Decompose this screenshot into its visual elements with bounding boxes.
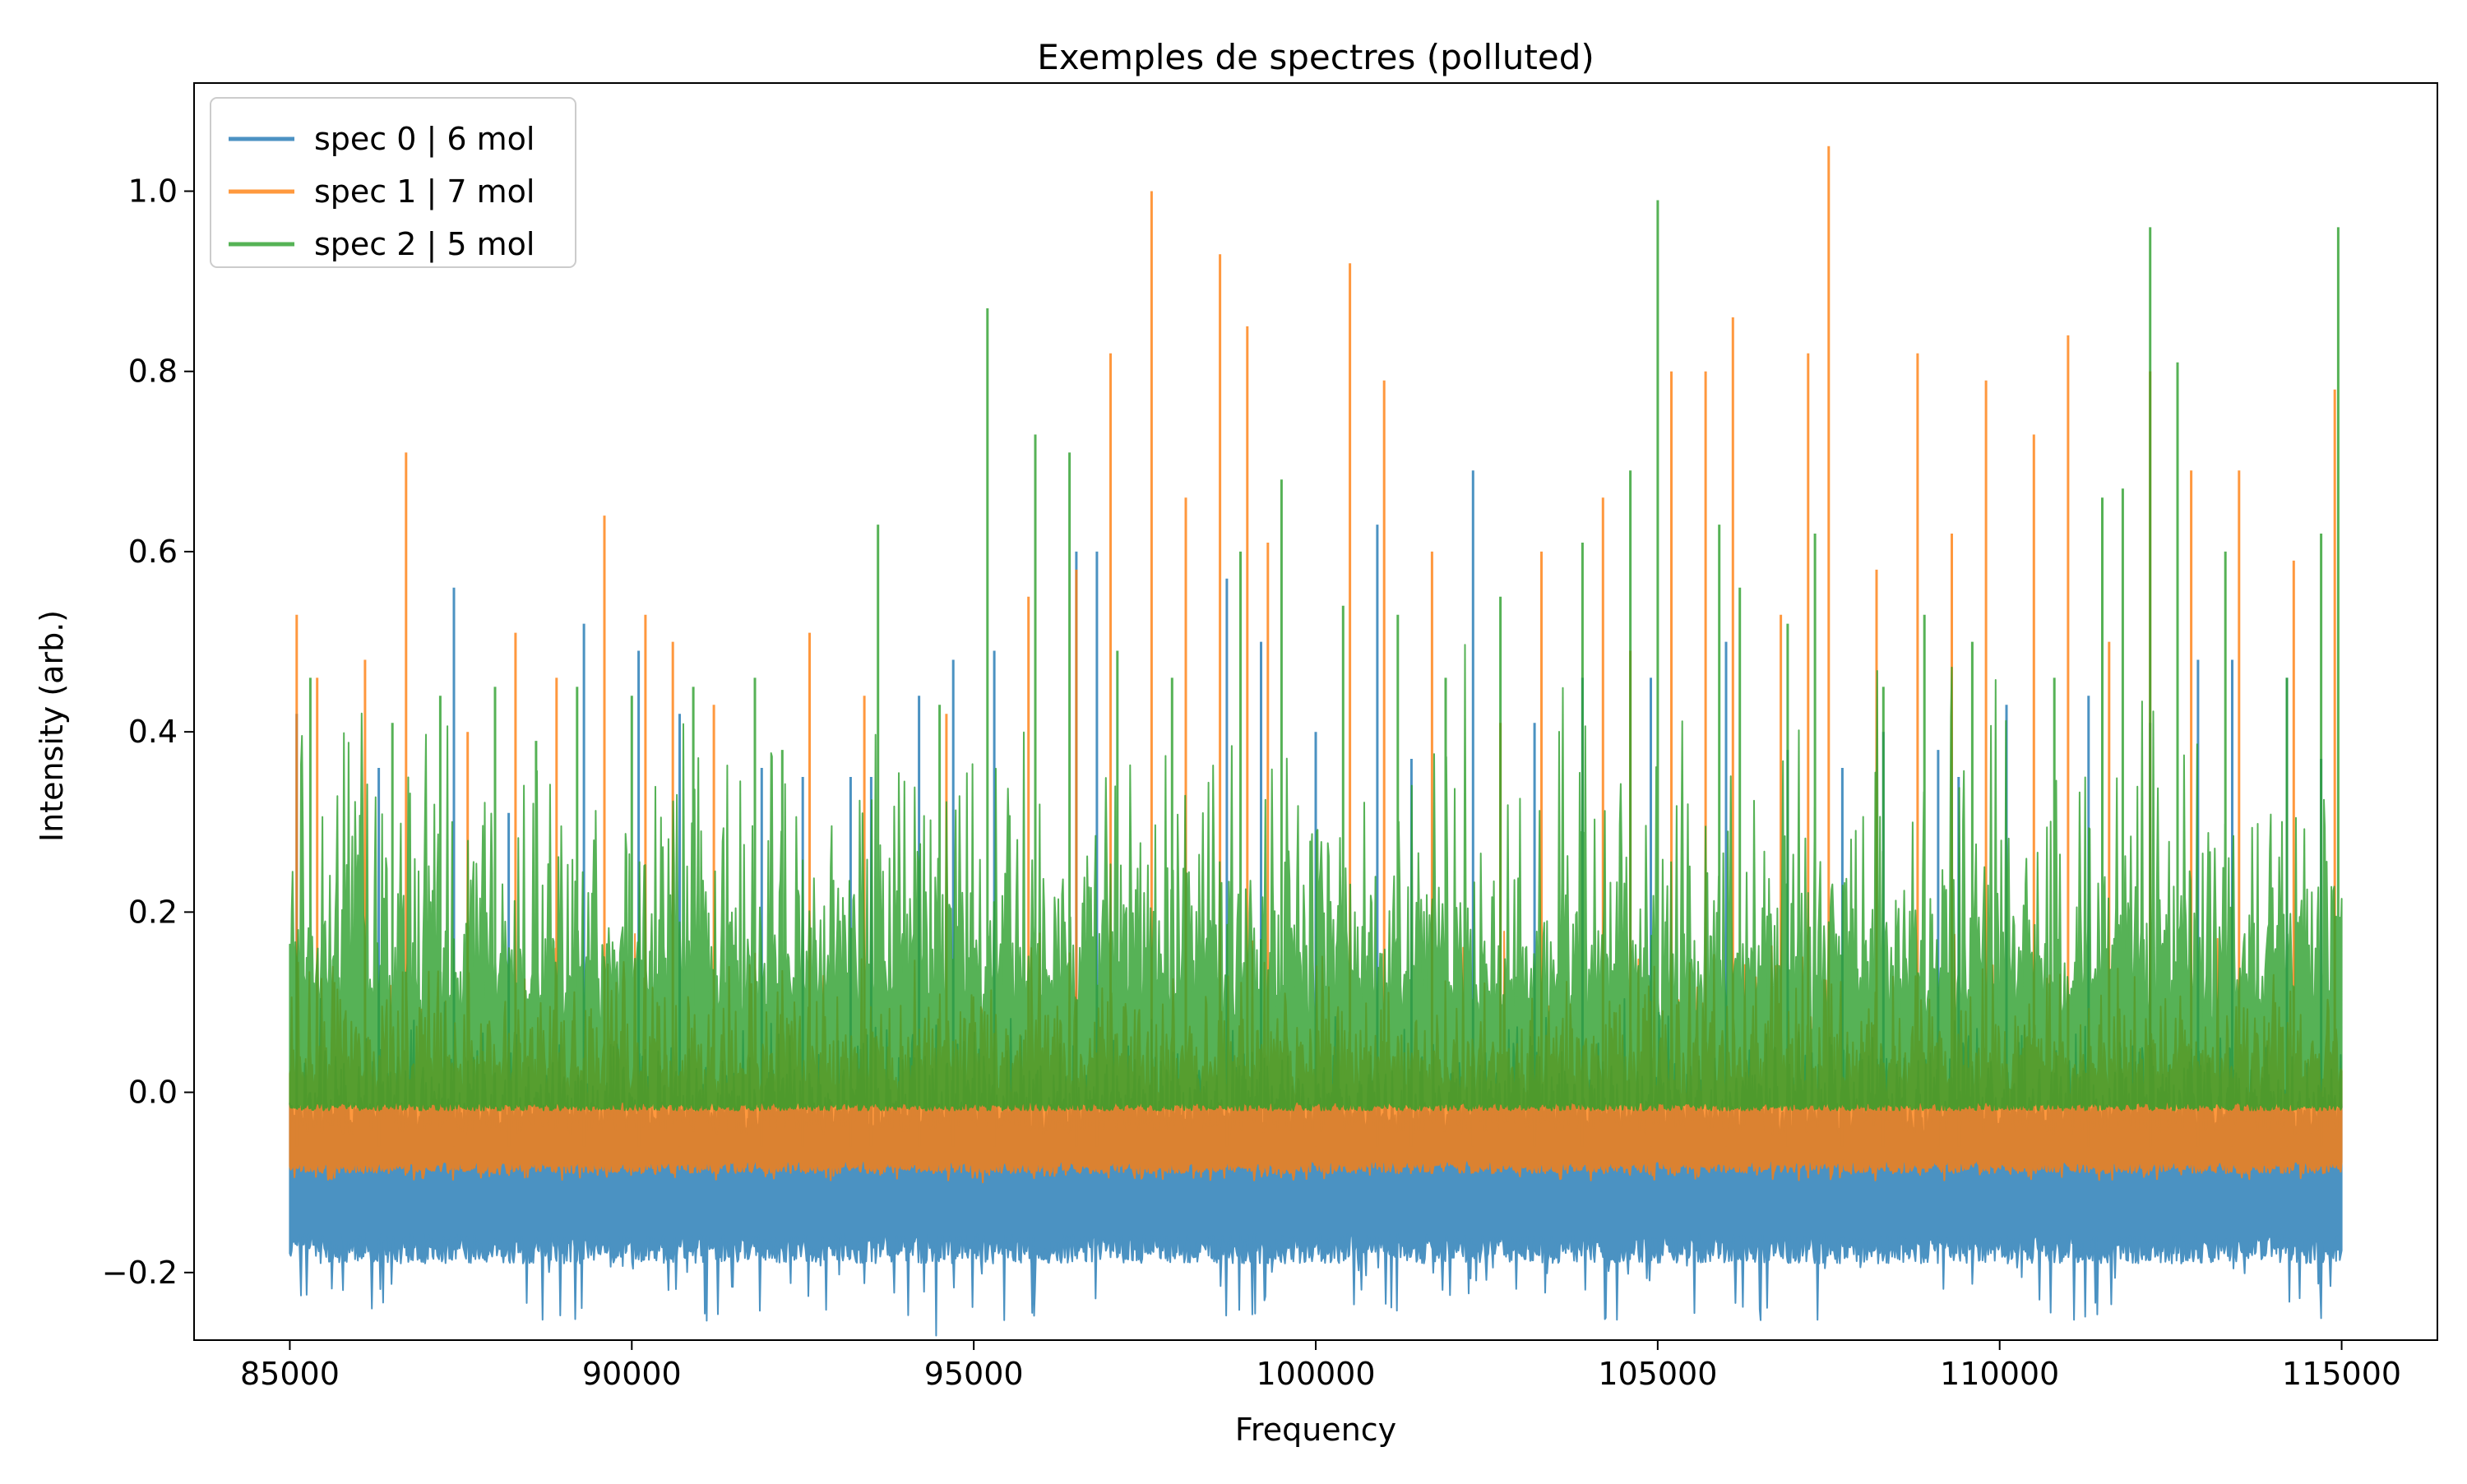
series-2-noise-band <box>289 644 2343 1112</box>
legend-box <box>210 97 576 268</box>
chart-title: Exemples de spectres (polluted) <box>1037 37 1595 77</box>
series-2 <box>289 200 2343 1112</box>
x-tick-label: 110000 <box>1940 1356 2059 1392</box>
x-axis-label: Frequency <box>1235 1412 1396 1448</box>
y-tick-label: −0.2 <box>102 1255 178 1291</box>
x-tick-label: 95000 <box>924 1356 1024 1392</box>
plot-layer <box>289 146 2343 1337</box>
y-tick-label: 0.2 <box>128 894 178 930</box>
legend-label: spec 2 | 5 mol <box>314 226 535 263</box>
legend-label: spec 1 | 7 mol <box>314 173 535 210</box>
x-tick-label: 90000 <box>582 1356 682 1392</box>
y-tick-label: 0.6 <box>128 534 178 570</box>
x-tick-label: 105000 <box>1598 1356 1717 1392</box>
y-axis-label: Intensity (arb.) <box>34 610 70 842</box>
y-tick-label: 0.8 <box>128 354 178 390</box>
axes-layer: 85000 90000 95000 100000 105000 110000 115000 −… <box>102 82 2438 1392</box>
x-tick-label: 85000 <box>240 1356 340 1392</box>
legend: spec 0 | 6 mol spec 1 | 7 mol spec 2 | 5 m… <box>210 97 576 268</box>
y-tick-label: 0.0 <box>128 1075 178 1111</box>
legend-label: spec 0 | 6 mol <box>314 121 535 158</box>
x-tick-label: 115000 <box>2282 1356 2401 1392</box>
y-tick-label: 0.4 <box>128 714 178 750</box>
x-tick-label: 100000 <box>1256 1356 1375 1392</box>
y-tick-label: 1.0 <box>128 173 178 210</box>
